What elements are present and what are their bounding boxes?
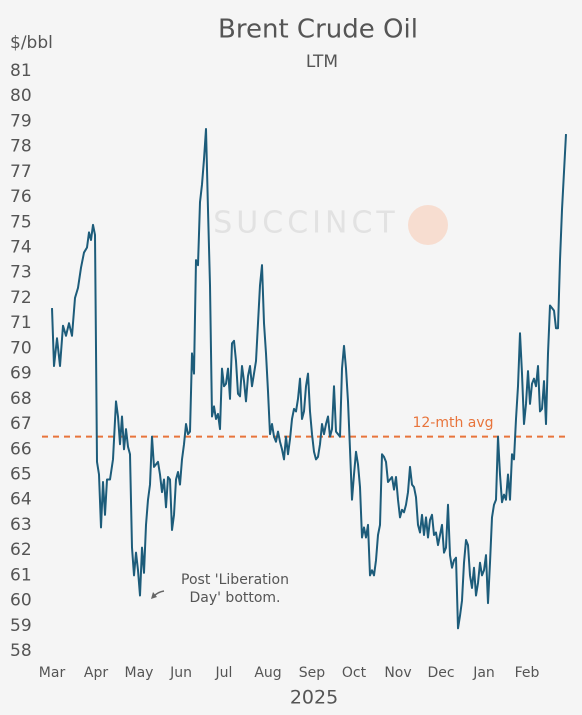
y-tick-label: 61 bbox=[10, 565, 32, 585]
y-tick-label: 71 bbox=[10, 313, 32, 333]
x-tick-label: Dec bbox=[427, 665, 454, 681]
chart-title: Brent Crude Oil bbox=[218, 15, 418, 45]
x-tick-label: Oct bbox=[342, 665, 367, 681]
y-tick-label: 60 bbox=[10, 591, 32, 611]
watermark-logo bbox=[408, 205, 448, 245]
x-tick-label: Nov bbox=[384, 665, 411, 681]
x-tick-label: Jul bbox=[215, 665, 233, 681]
y-tick-label: 67 bbox=[10, 414, 32, 434]
y-tick-label: 69 bbox=[10, 364, 32, 384]
y-tick-label: 79 bbox=[10, 111, 32, 131]
x-tick-label: Mar bbox=[39, 665, 66, 681]
x-tick-label: May bbox=[125, 665, 154, 681]
x-tick-label: Jun bbox=[169, 665, 192, 681]
y-tick-label: 73 bbox=[10, 263, 32, 283]
y-tick-label: 59 bbox=[10, 616, 32, 636]
price-line bbox=[51, 128, 567, 630]
annotation: Post 'Liberation Day' bottom. bbox=[181, 572, 289, 606]
x-tick-label: Feb bbox=[515, 665, 540, 681]
x-tick-label: Sep bbox=[299, 665, 326, 681]
chart-subtitle: LTM bbox=[306, 52, 338, 72]
y-tick-label: 58 bbox=[10, 641, 32, 661]
y-tick-label: 66 bbox=[10, 439, 32, 459]
y-tick-label: 80 bbox=[10, 86, 32, 106]
y-tick-label: 75 bbox=[10, 212, 32, 232]
x-tick-label: Apr bbox=[84, 665, 108, 681]
reference-line-label: 12-mth avg bbox=[412, 415, 494, 431]
y-axis-label: $/bbl bbox=[10, 33, 53, 53]
y-tick-label: 76 bbox=[10, 187, 32, 207]
y-tick-label: 65 bbox=[10, 464, 32, 484]
watermark: SUCCINCT bbox=[213, 206, 398, 241]
y-tick-label: 63 bbox=[10, 515, 32, 535]
x-tick-label: Aug bbox=[254, 665, 281, 681]
y-tick-label: 74 bbox=[10, 238, 32, 258]
y-tick-label: 78 bbox=[10, 137, 32, 157]
y-tick-label: 77 bbox=[10, 162, 32, 182]
x-tick-label: Jan bbox=[472, 665, 495, 681]
annotation-arrowhead bbox=[151, 592, 157, 599]
y-tick-label: 64 bbox=[10, 490, 32, 510]
y-tick-label: 62 bbox=[10, 540, 32, 560]
y-tick-label: 68 bbox=[10, 389, 32, 409]
x-axis-label: 2025 bbox=[290, 687, 338, 709]
y-tick-label: 72 bbox=[10, 288, 32, 308]
y-tick-label: 70 bbox=[10, 338, 32, 358]
y-tick-label: 81 bbox=[10, 61, 32, 81]
